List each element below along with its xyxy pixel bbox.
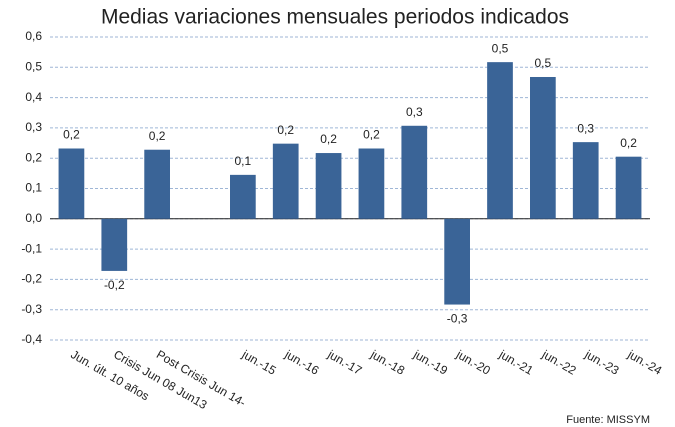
value-label: 0,2 [320,132,337,146]
source-note: Fuente: MISSYM [566,414,650,426]
y-tick-label: 0,0 [25,211,42,225]
x-tick-label: jun.-21 [496,347,536,378]
y-tick-label: -0,2 [21,272,42,286]
value-label: -0,3 [447,312,468,326]
y-tick-label: 0,2 [25,150,42,164]
chart-title: Medias variaciones mensuales periodos in… [101,6,569,29]
bar [230,174,256,219]
bar [144,149,170,219]
value-label: 0,3 [406,105,423,119]
value-label: 0,5 [535,56,552,70]
bar [272,143,299,219]
y-tick-label: -0,3 [21,302,42,316]
bar [572,142,599,219]
y-tick-label: 0,6 [25,29,42,43]
bar [401,125,428,219]
y-tick-label: -0,4 [21,332,42,346]
x-tick-label: jun.-24 [625,347,665,378]
bar [615,156,642,219]
y-tick-label: 0,3 [25,120,42,134]
value-label: 0,2 [620,136,637,150]
bar [101,218,128,271]
bar [530,76,556,219]
x-tick-label: jun.-19 [410,347,450,378]
y-tick-label: 0,4 [25,90,42,104]
x-tick-label: jun.-16 [282,347,322,378]
y-tick-label: -0,1 [21,241,42,255]
y-tick-label: 0,1 [25,181,42,195]
value-label: 0,2 [363,128,380,142]
x-tick-label: jun.-15 [239,347,279,378]
value-label: 0,2 [277,123,294,137]
value-label: 0,3 [577,121,594,135]
value-label: 0,2 [63,128,80,142]
x-tick-label: jun.-22 [539,347,579,378]
x-tick-label: jun.-23 [582,347,622,378]
x-tick-label: jun.-18 [367,347,407,378]
bar [58,148,85,219]
value-label: -0,2 [104,278,125,292]
x-tick-label: jun.-17 [325,347,365,378]
bar [487,62,513,219]
bar [444,218,470,305]
bar [315,153,342,219]
bar [358,148,385,219]
value-label: 0,1 [235,154,252,168]
y-tick-label: 0,5 [25,59,42,73]
value-label: 0,2 [149,129,166,143]
x-tick-label: jun.-20 [453,347,493,378]
value-label: 0,5 [492,41,509,55]
